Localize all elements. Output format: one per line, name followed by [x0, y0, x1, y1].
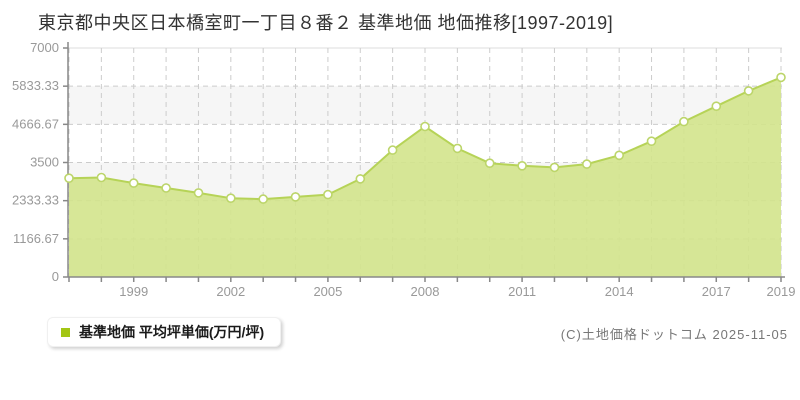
data-point-marker [711, 101, 722, 111]
data-point-marker [258, 194, 269, 204]
legend-label: 基準地価 平均坪単価(万円/坪) [79, 324, 265, 340]
data-point-marker [355, 174, 366, 184]
data-point-marker [323, 189, 333, 200]
x-tick-label: 2011 [508, 284, 536, 299]
data-point-marker [64, 173, 74, 183]
y-tick-label: 1166.67 [13, 231, 59, 246]
data-point-marker [226, 193, 236, 203]
data-point-marker [614, 150, 625, 161]
data-point-marker [484, 158, 495, 168]
data-point-marker [193, 188, 204, 198]
x-tick-label: 2002 [216, 284, 245, 299]
data-point-marker [549, 162, 560, 173]
data-point-marker [743, 86, 754, 96]
data-point-marker [96, 172, 107, 183]
copyright-text: (C)土地価格ドットコム 2025-11-05 [560, 327, 788, 342]
y-tick-label: 0 [52, 269, 59, 284]
x-tick-label: 1999 [119, 284, 148, 299]
x-tick-label: 2014 [605, 284, 634, 299]
data-point-marker [128, 178, 139, 188]
y-tick-label: 3500 [30, 155, 59, 170]
legend-marker-square [61, 327, 70, 337]
data-point-marker [420, 121, 430, 132]
data-point-marker [679, 116, 689, 127]
x-tick-label: 2017 [702, 284, 731, 299]
data-point-marker [646, 136, 657, 146]
data-point-marker [387, 145, 398, 155]
data-point-marker [161, 183, 171, 193]
x-tick-label: 2005 [313, 284, 342, 299]
legend: 基準地価 平均坪単価(万円/坪) [47, 317, 282, 347]
x-tick-label: 2008 [411, 284, 440, 299]
x-tick-label: 2019 [767, 284, 796, 299]
y-tick-label: 7000 [30, 40, 59, 55]
data-point-marker [452, 143, 463, 154]
data-point-marker [776, 72, 786, 83]
data-point-marker [517, 161, 527, 171]
data-point-marker [290, 192, 301, 202]
page-title: 東京都中央区日本橋室町一丁目８番２ 基準地価 地価推移[1997-2019] [38, 13, 614, 33]
y-tick-label: 5833.33 [12, 78, 59, 93]
data-point-marker [581, 159, 592, 169]
y-tick-label: 2333.33 [12, 193, 59, 208]
series-area-fill [69, 77, 781, 278]
y-tick-label: 4666.67 [12, 116, 59, 131]
